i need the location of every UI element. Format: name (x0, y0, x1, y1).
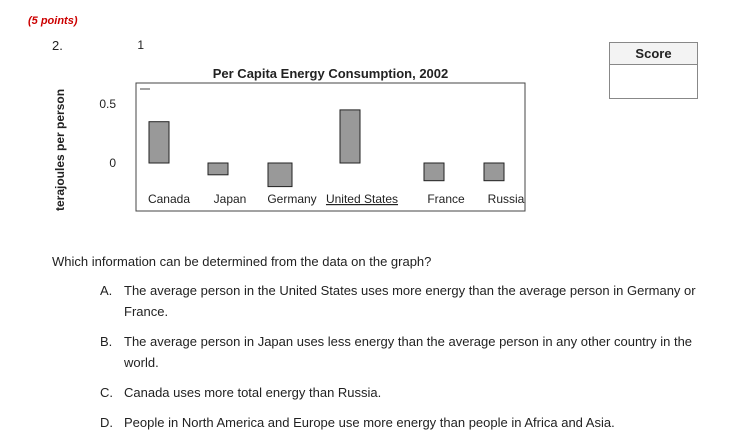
y-tick-label: 1 (137, 38, 144, 52)
option-b[interactable]: B. The average person in Japan uses less… (100, 331, 700, 373)
points-label: (5 points) (28, 15, 78, 27)
score-label: Score (610, 43, 697, 65)
option-a-letter: A. (100, 283, 113, 298)
x-tick-label: France (427, 192, 465, 206)
option-c-letter: C. (100, 385, 113, 400)
option-d-letter: D. (100, 415, 113, 430)
option-b-text: The average person in Japan uses less en… (124, 334, 693, 370)
x-tick-label: Germany (267, 192, 316, 206)
option-d-text: People in North America and Europe use m… (124, 415, 615, 430)
option-a[interactable]: A. The average person in the United Stat… (100, 280, 700, 322)
bar-france (423, 162, 445, 182)
bar-united-states (339, 109, 361, 164)
chart-title: Per Capita Energy Consumption, 2002 (213, 66, 449, 81)
x-tick-label: Japan (214, 192, 247, 206)
option-c-text: Canada uses more total energy than Russi… (124, 385, 382, 400)
y-tick-label: 0.5 (99, 97, 116, 111)
question-number: 2. (52, 38, 63, 53)
option-a-text: The average person in the United States … (124, 283, 696, 319)
option-b-letter: B. (100, 334, 113, 349)
x-tick-label: Russia (488, 192, 525, 206)
bar-japan (207, 162, 229, 176)
bar-canada (148, 121, 170, 164)
bar-germany (267, 162, 293, 188)
chart-svg: Per Capita Energy Consumption, 2002 teraj… (53, 38, 526, 212)
bar-russia (483, 162, 505, 182)
option-d[interactable]: D. People in North America and Europe us… (100, 412, 700, 433)
question-prompt: Which information can be determined from… (52, 254, 432, 269)
y-tick-label: 0 (109, 156, 116, 170)
x-tick-label: United States (326, 192, 398, 206)
answer-options: A. The average person in the United Stat… (100, 280, 700, 442)
x-tick-label: Canada (148, 192, 190, 206)
score-box: Score (609, 42, 698, 99)
y-axis-label: terajoules per person (53, 89, 67, 211)
option-c[interactable]: C. Canada uses more total energy than Ru… (100, 382, 700, 403)
energy-chart: Per Capita Energy Consumption, 2002 teraj… (40, 38, 540, 220)
chart-frame (135, 82, 526, 212)
